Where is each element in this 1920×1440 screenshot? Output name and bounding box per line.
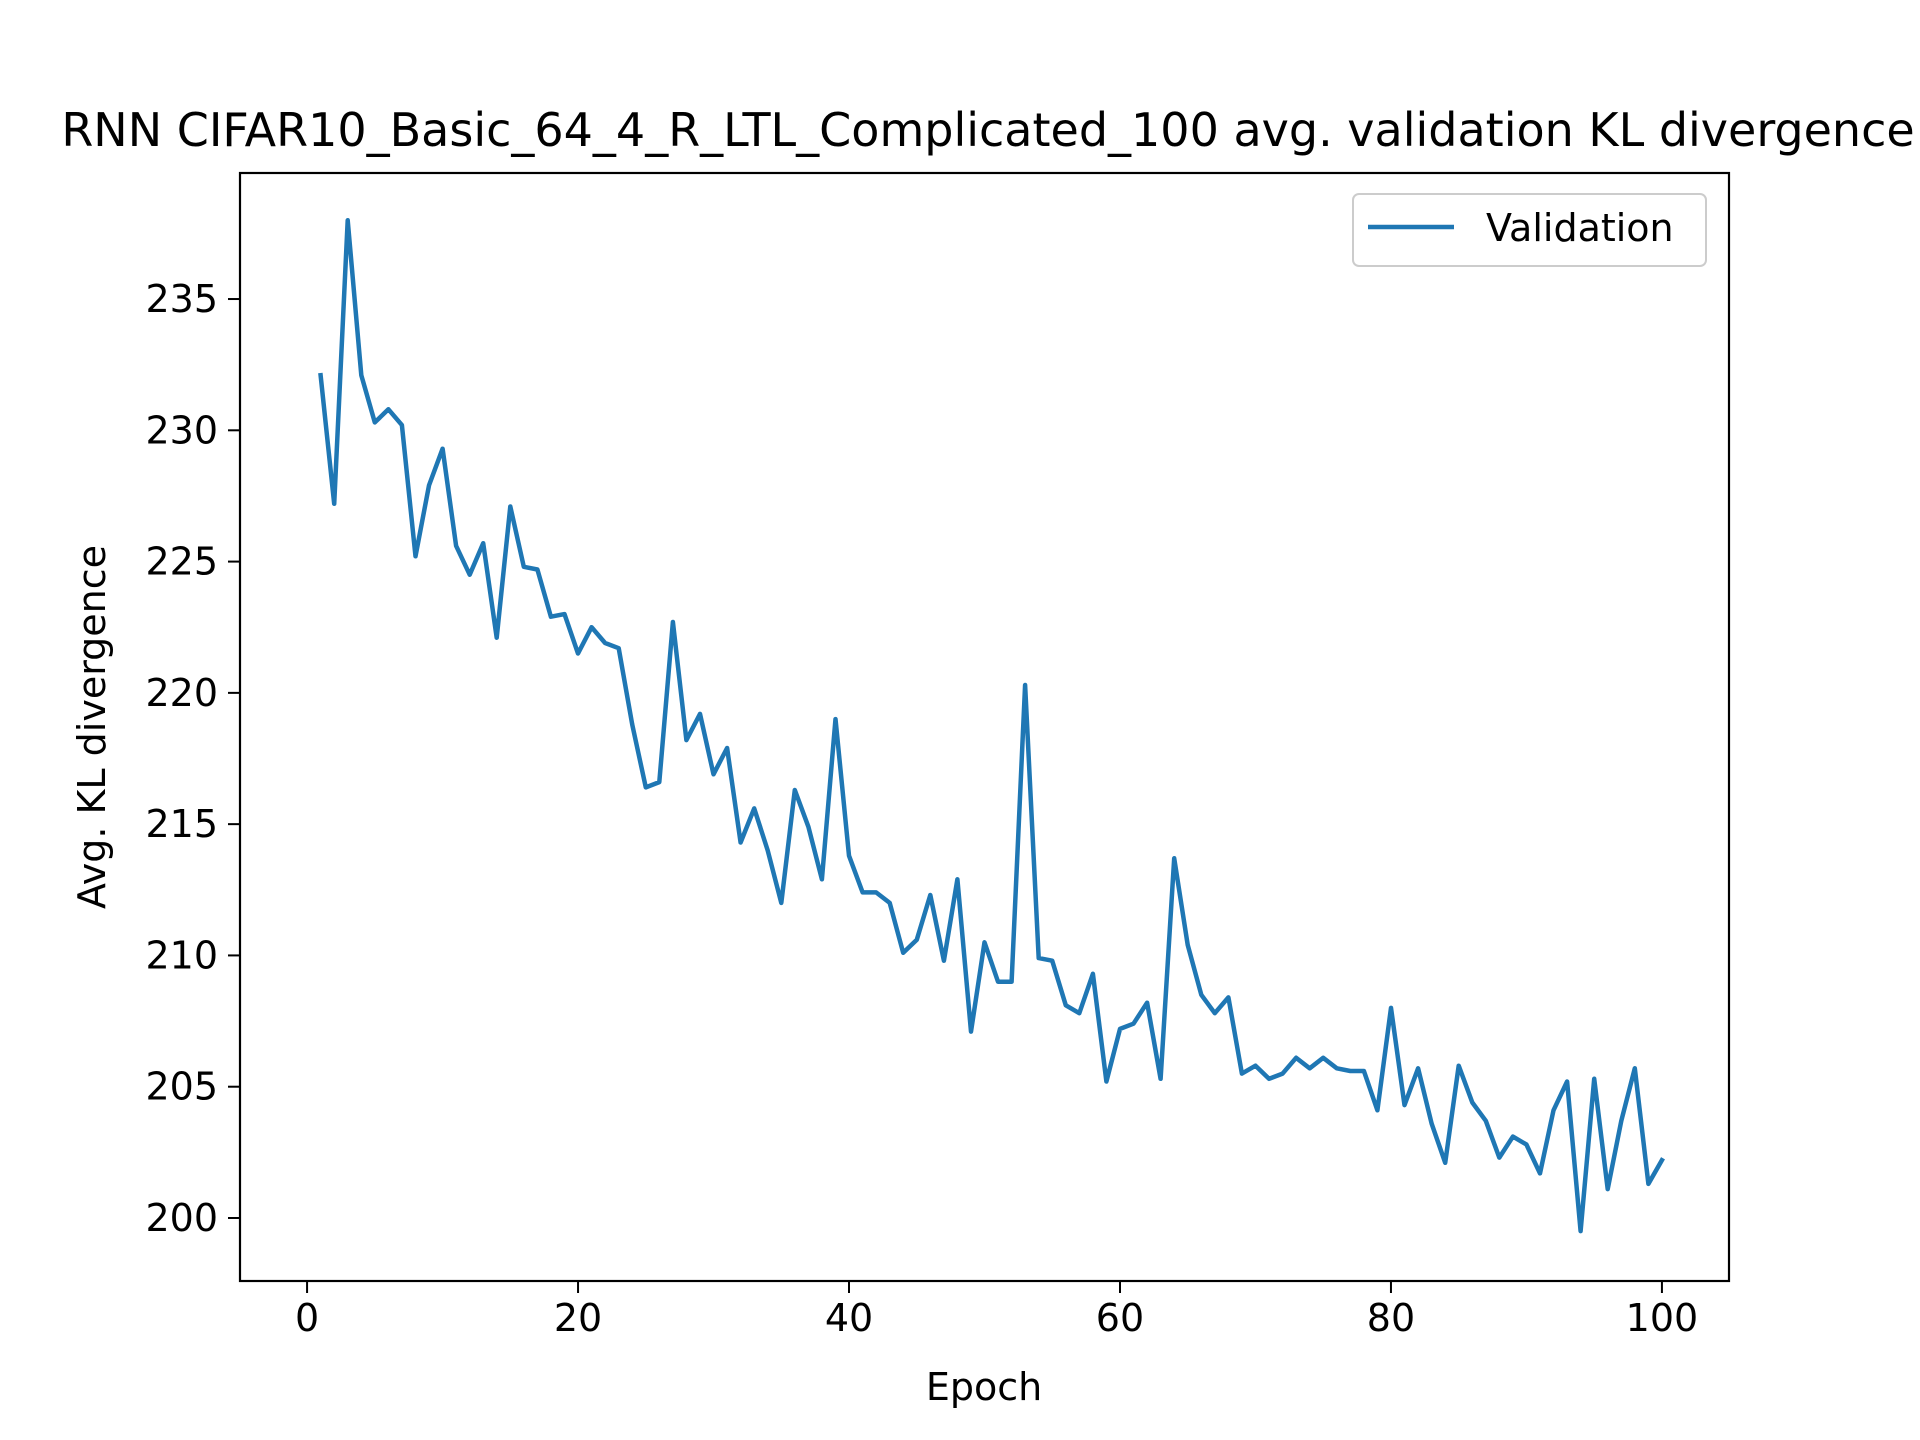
- x-tick-label: 80: [1367, 1296, 1415, 1340]
- legend: Validation: [1352, 193, 1707, 267]
- y-tick-label: 235: [145, 277, 218, 321]
- y-tick-label: 200: [145, 1196, 218, 1240]
- y-tick-label: 215: [145, 802, 218, 846]
- x-tick-label: 40: [825, 1296, 873, 1340]
- y-tick-label: 205: [145, 1065, 218, 1109]
- y-tick-label: 230: [145, 408, 218, 452]
- chart-title: RNN CIFAR10_Basic_64_4_R_LTL_Complicated…: [61, 103, 1914, 157]
- plot-area: 0 20 40 60 80 100 200 205 210 215 220 225 230 235: [145, 171, 1731, 1340]
- x-tick-label: 100: [1626, 1296, 1699, 1340]
- axes-frame: [238, 171, 1731, 1283]
- y-tick-label: 220: [145, 671, 218, 715]
- x-tick-label: 60: [1096, 1296, 1144, 1340]
- x-tick-label: 0: [295, 1296, 319, 1340]
- x-axis: 0 20 40 60 80 100: [295, 1281, 1698, 1340]
- legend-box: [1352, 193, 1707, 267]
- legend-label-validation: Validation: [1486, 206, 1674, 250]
- y-tick-label: 225: [145, 540, 218, 584]
- series-line-validation: [318, 218, 1665, 1234]
- x-tick-label: 20: [554, 1296, 602, 1340]
- y-axis: 200 205 210 215 220 225 230 235: [145, 277, 240, 1240]
- y-tick-label: 210: [145, 933, 218, 977]
- series-group: [318, 218, 1665, 1234]
- y-axis-label: Avg. KL divergence: [70, 545, 114, 909]
- x-axis-label: Epoch: [926, 1365, 1042, 1409]
